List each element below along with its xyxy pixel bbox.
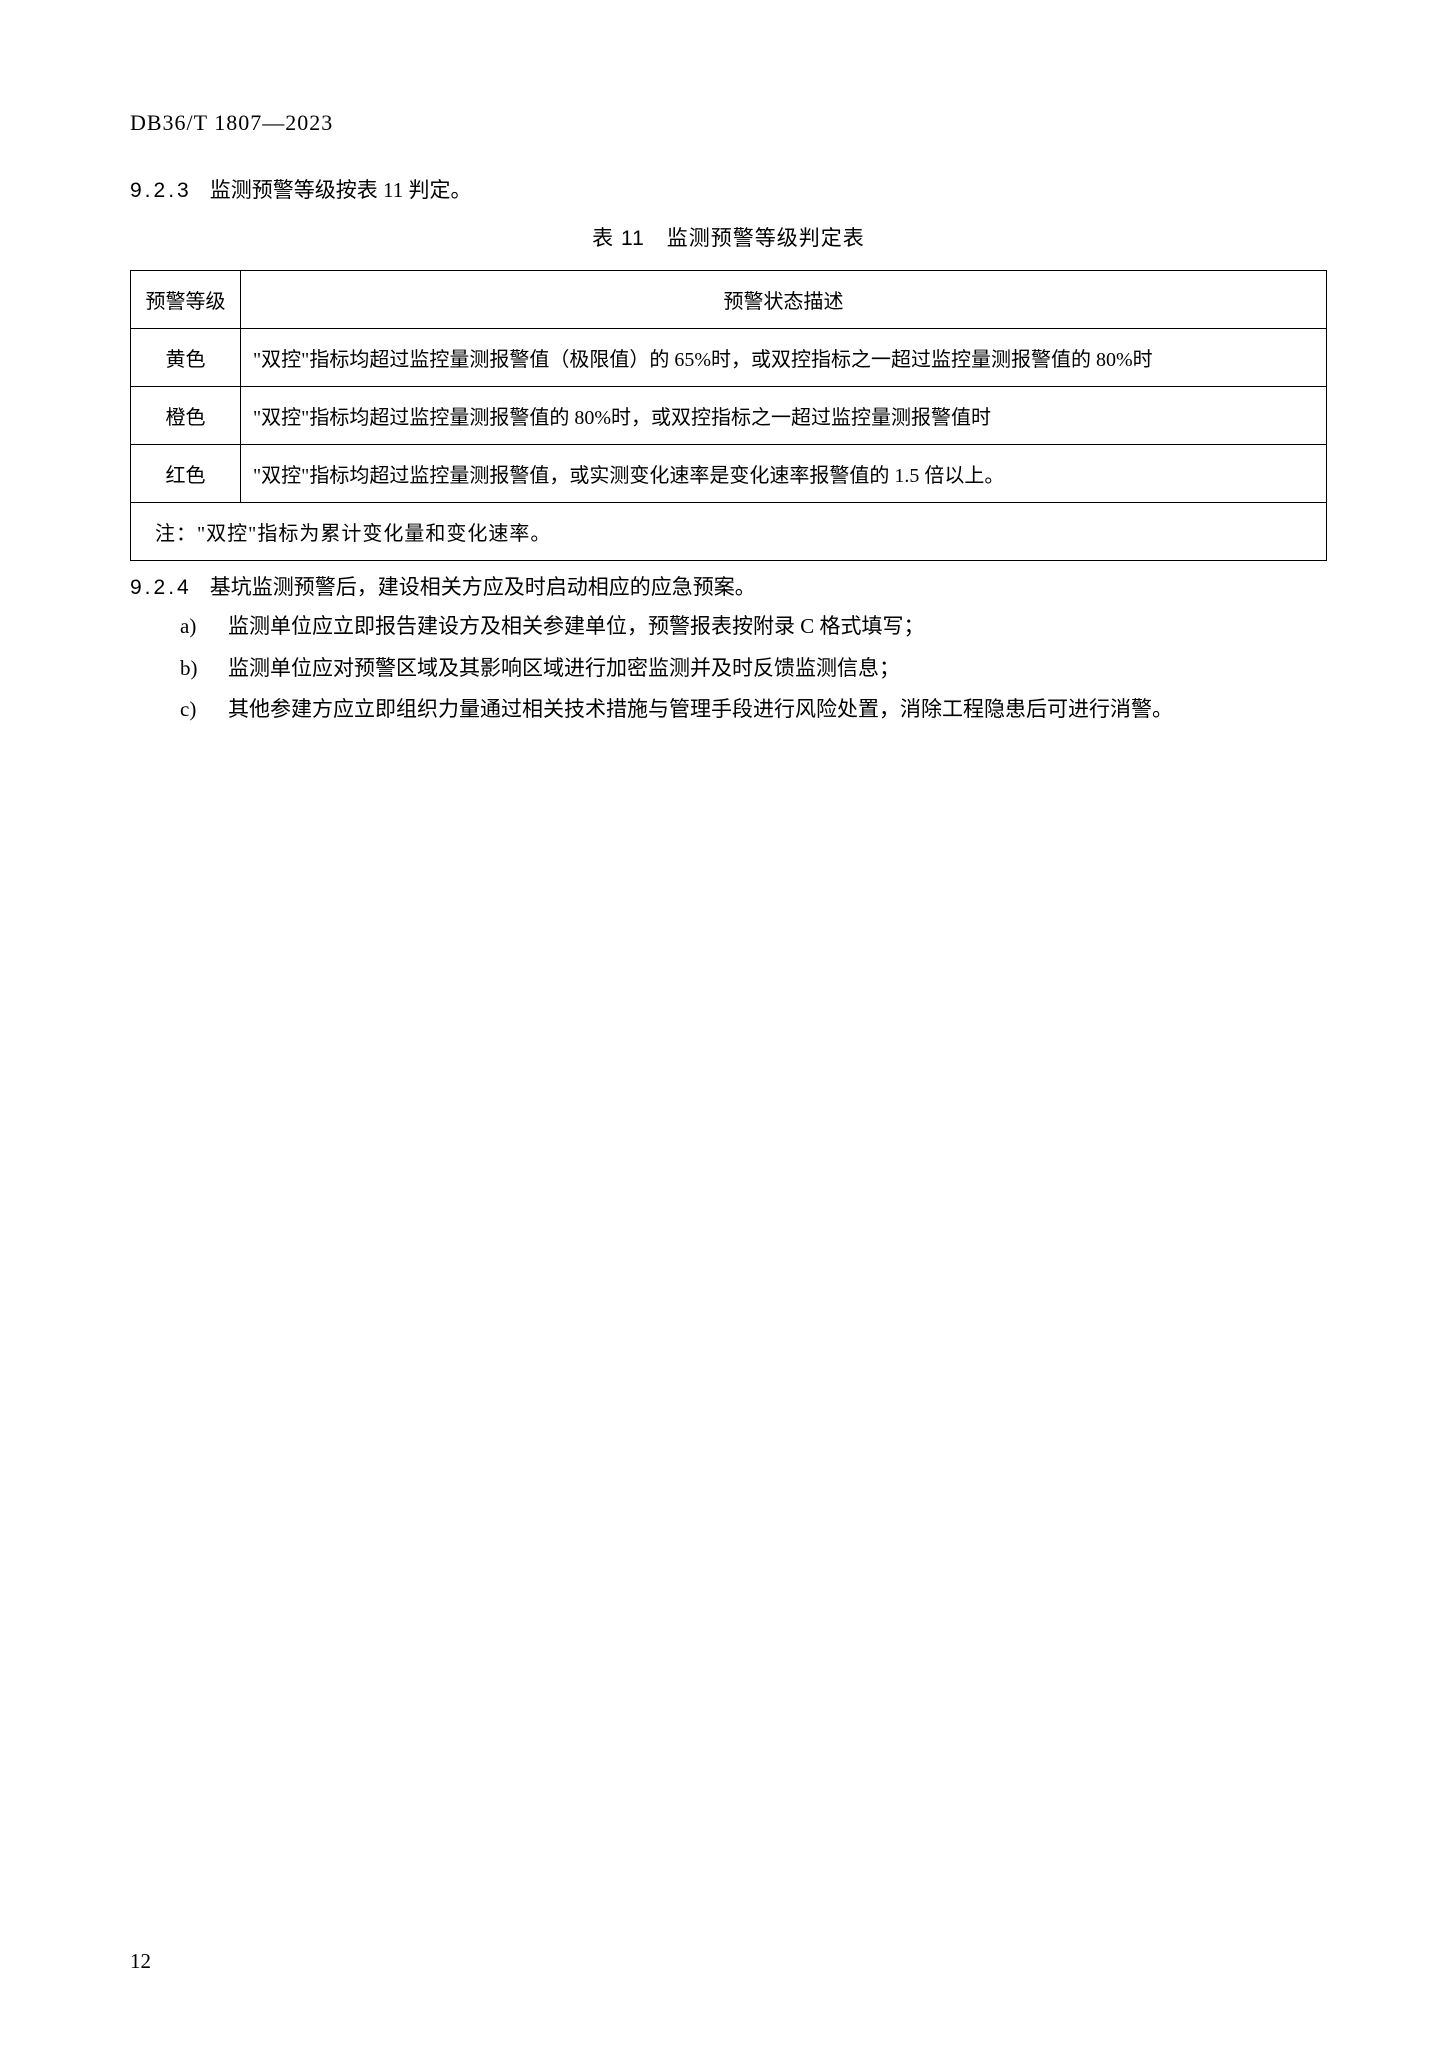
- list-marker: a): [180, 611, 228, 643]
- table-note-row: 注："双控"指标为累计变化量和变化速率。: [131, 503, 1327, 561]
- column-header-desc: 预警状态描述: [241, 271, 1327, 329]
- table-row: 黄色 "双控"指标均超过监控量测报警值（极限值）的 65%时，或双控指标之一超过…: [131, 329, 1327, 387]
- table-note: 注："双控"指标为累计变化量和变化速率。: [131, 503, 1327, 561]
- page-number: 12: [130, 1949, 151, 1974]
- list-text: 监测单位应立即报告建设方及相关参建单位，预警报表按附录 C 格式填写；: [228, 611, 1327, 643]
- cell-level: 红色: [131, 445, 241, 503]
- table-row: 橙色 "双控"指标均超过监控量测报警值的 80%时，或双控指标之一超过监控量测报…: [131, 387, 1327, 445]
- section-number: 9.2.3: [130, 179, 192, 202]
- list-item: c) 其他参建方应立即组织力量通过相关技术措施与管理手段进行风险处置，消除工程隐…: [130, 694, 1327, 726]
- cell-desc: "双控"指标均超过监控量测报警值（极限值）的 65%时，或双控指标之一超过监控量…: [241, 329, 1327, 387]
- table-caption: 表 11 监测预警等级判定表: [130, 222, 1327, 252]
- cell-desc: "双控"指标均超过监控量测报警值，或实测变化速率是变化速率报警值的 1.5 倍以…: [241, 445, 1327, 503]
- section-text: 基坑监测预警后，建设相关方应及时启动相应的应急预案。: [210, 575, 756, 599]
- cell-level: 橙色: [131, 387, 241, 445]
- section-text: 监测预警等级按表 11 判定。: [210, 178, 472, 202]
- list-text: 监测单位应对预警区域及其影响区域进行加密监测并及时反馈监测信息；: [228, 653, 1327, 685]
- list-item: a) 监测单位应立即报告建设方及相关参建单位，预警报表按附录 C 格式填写；: [130, 611, 1327, 643]
- list-item: b) 监测单位应对预警区域及其影响区域进行加密监测并及时反馈监测信息；: [130, 653, 1327, 685]
- list-marker: c): [180, 694, 228, 726]
- warning-level-table: 预警等级 预警状态描述 黄色 "双控"指标均超过监控量测报警值（极限值）的 65…: [130, 270, 1327, 561]
- table-header-row: 预警等级 预警状态描述: [131, 271, 1327, 329]
- section-923: 9.2.3 监测预警等级按表 11 判定。: [130, 174, 1327, 204]
- section-number: 9.2.4: [130, 576, 192, 599]
- column-header-level: 预警等级: [131, 271, 241, 329]
- list-marker: b): [180, 653, 228, 685]
- table-row: 红色 "双控"指标均超过监控量测报警值，或实测变化速率是变化速率报警值的 1.5…: [131, 445, 1327, 503]
- list-text: 其他参建方应立即组织力量通过相关技术措施与管理手段进行风险处置，消除工程隐患后可…: [228, 694, 1327, 726]
- document-id: DB36/T 1807—2023: [130, 110, 1327, 136]
- section-924: 9.2.4 基坑监测预警后，建设相关方应及时启动相应的应急预案。: [130, 571, 1327, 601]
- cell-level: 黄色: [131, 329, 241, 387]
- cell-desc: "双控"指标均超过监控量测报警值的 80%时，或双控指标之一超过监控量测报警值时: [241, 387, 1327, 445]
